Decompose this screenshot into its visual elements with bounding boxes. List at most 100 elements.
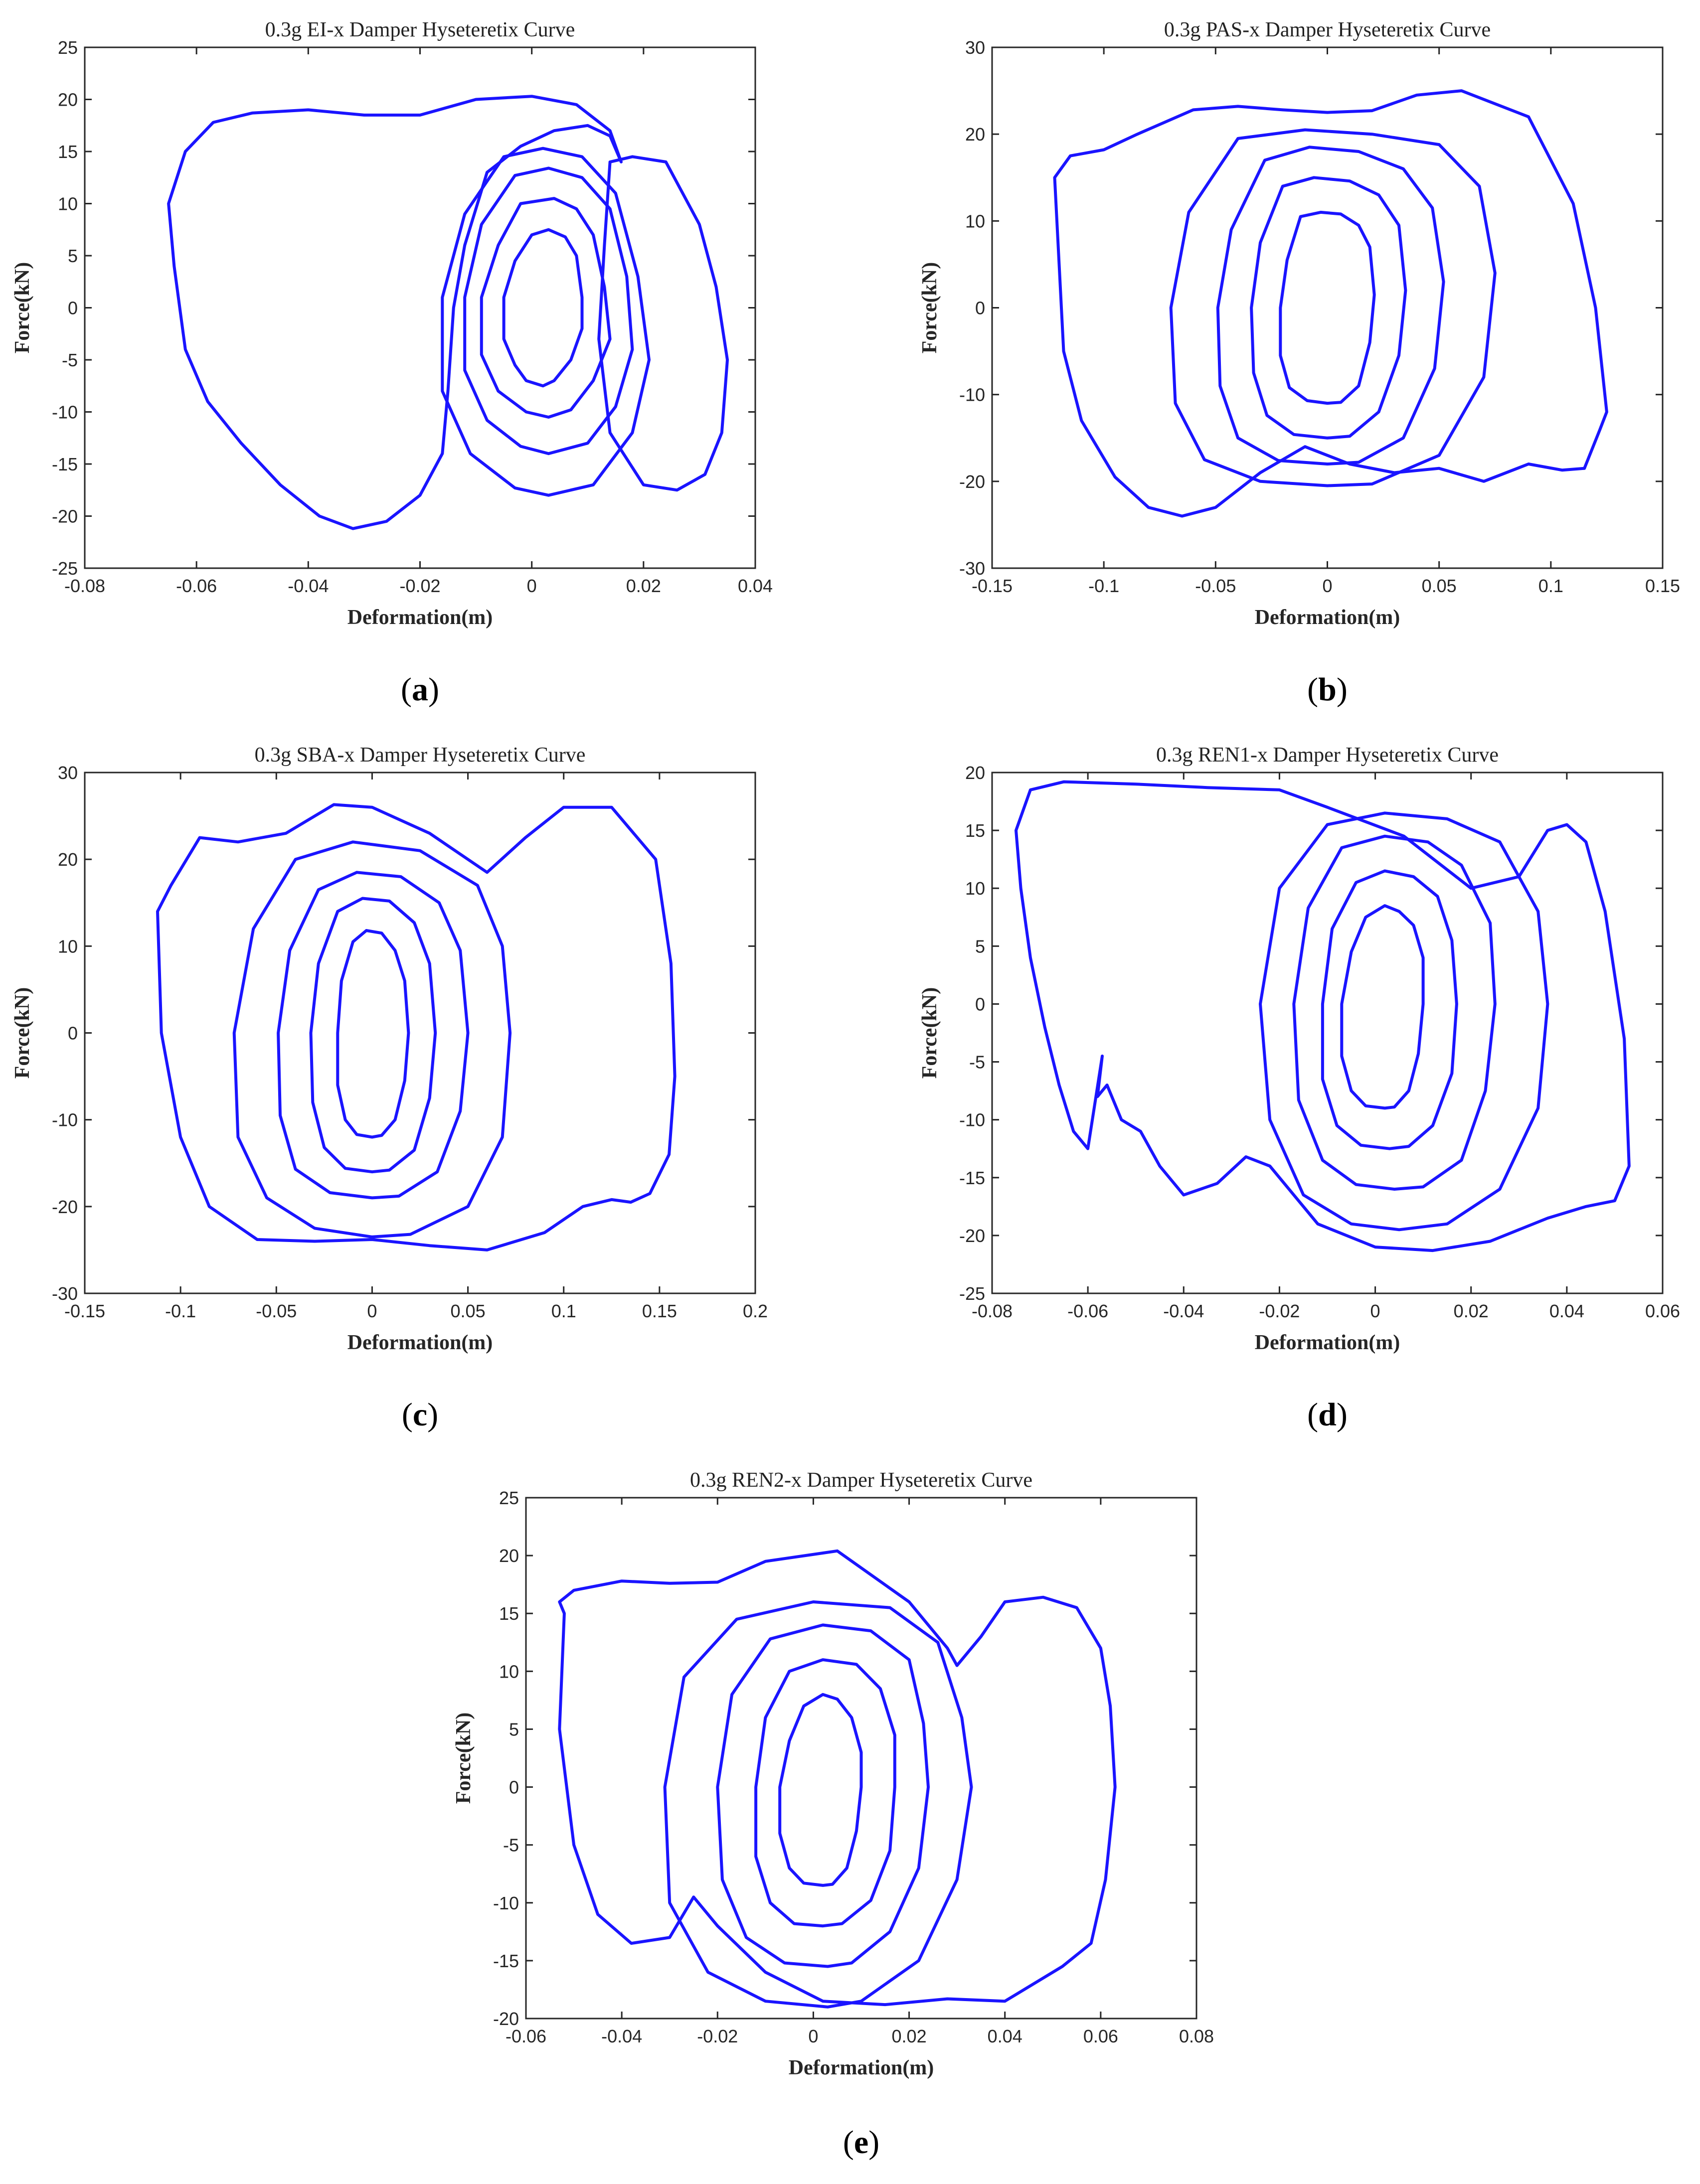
hysteresis-curve-b-5 xyxy=(1279,210,1376,405)
x-tick-label: 0.15 xyxy=(642,1301,677,1321)
x-tick-label: -0.08 xyxy=(972,1301,1013,1321)
y-tick-label: 10 xyxy=(58,936,78,956)
hysteresis-curve-a-5 xyxy=(480,197,612,419)
y-tick-label: -10 xyxy=(52,1110,78,1130)
y-tick-label: 20 xyxy=(58,849,78,870)
x-axis-label: Deformation(m) xyxy=(789,2056,934,2079)
plot-area xyxy=(84,772,756,1294)
x-tick-label: -0.06 xyxy=(506,2026,546,2046)
x-tick-label: 0.04 xyxy=(738,576,773,596)
x-tick-label: -0.04 xyxy=(288,576,329,596)
hysteresis-curve-a-6 xyxy=(502,228,584,388)
x-tick-label: 0.02 xyxy=(626,576,661,596)
hysteresis-curve-c-4 xyxy=(309,897,437,1174)
x-tick-label: 0 xyxy=(527,576,537,596)
x-tick-label: 0.04 xyxy=(1549,1301,1584,1321)
y-tick-label: 25 xyxy=(499,1488,519,1508)
hysteresis-curve-e-1 xyxy=(558,1549,1117,2007)
x-axis-label: Deformation(m) xyxy=(1255,606,1400,629)
x-tick-label: -0.02 xyxy=(399,576,440,596)
y-axis-label: Force(kN) xyxy=(918,987,941,1079)
y-tick-label: 10 xyxy=(965,211,985,231)
hysteresis-curve-d-2 xyxy=(1259,811,1549,1232)
y-tick-label: 5 xyxy=(509,1719,519,1739)
chart-panel-a: -0.08 -0.06 -0.04 -0.02 0 0.02 0.04 -25 -20 -15 -1… xyxy=(11,18,773,708)
hysteresis-curve-b-4 xyxy=(1250,176,1407,440)
y-tick-label: -30 xyxy=(52,1283,78,1304)
hysteresis-curve-c-3 xyxy=(277,871,470,1200)
y-axis-label: Force(kN) xyxy=(11,987,34,1079)
y-tick-label: 10 xyxy=(499,1661,519,1682)
hysteresis-curve-b-1 xyxy=(1053,89,1608,518)
y-tick-label: -10 xyxy=(493,1893,519,1913)
y-tick-label: 15 xyxy=(499,1603,519,1624)
hysteresis-curve-c-1 xyxy=(156,803,677,1251)
hysteresis-curve-e-5 xyxy=(778,1693,863,1887)
hysteresis-curve-d-5 xyxy=(1340,904,1425,1110)
chart-title: 0.3g REN1-x Damper Hyseteretix Curve xyxy=(1156,744,1499,767)
chart-title: 0.3g PAS-x Damper Hyseteretix Curve xyxy=(1164,18,1491,41)
y-tick-label: -10 xyxy=(52,402,78,423)
chart-panel-e: -0.06 -0.04 -0.02 0 0.02 0.04 0.06 0.08 -20 -15 -1… xyxy=(452,1469,1214,2161)
hysteresis-curve-e-4 xyxy=(754,1658,896,1928)
series-group xyxy=(1015,780,1631,1252)
chart-panel-b: -0.15 -0.1 -0.05 0 0.05 0.1 0.15 -30 -20 -10 0 10 20… xyxy=(918,18,1680,708)
y-axis-label: Force(kN) xyxy=(918,262,941,353)
y-tick-label: -25 xyxy=(959,1283,985,1304)
y-tick-label: 0 xyxy=(509,1777,519,1798)
panel-caption: (e) xyxy=(843,2124,879,2161)
y-tick-label: 0 xyxy=(68,298,78,318)
y-tick-label: 15 xyxy=(965,820,985,841)
x-tick-label: -0.04 xyxy=(1163,1301,1204,1321)
x-axis-label: Deformation(m) xyxy=(347,606,493,629)
y-tick-label: 20 xyxy=(965,124,985,145)
x-tick-label: -0.15 xyxy=(64,1301,105,1321)
y-tick-label: 20 xyxy=(499,1546,519,1566)
y-tick-label: 10 xyxy=(965,878,985,899)
y-tick-label: -20 xyxy=(959,1226,985,1246)
x-tick-label: 0.2 xyxy=(743,1301,768,1321)
y-tick-label: -25 xyxy=(52,558,78,579)
plot-area xyxy=(991,772,1664,1294)
x-tick-label: 0 xyxy=(367,1301,377,1321)
y-tick-label: -5 xyxy=(969,1052,985,1073)
hysteresis-curve-c-2 xyxy=(232,840,512,1239)
y-tick-label: 0 xyxy=(68,1023,78,1044)
x-axis-label: Deformation(m) xyxy=(347,1331,493,1354)
y-tick-label: 20 xyxy=(58,90,78,110)
x-tick-label: 0 xyxy=(1322,576,1332,596)
x-tick-label: 0 xyxy=(808,2026,818,2046)
panel-caption: (a) xyxy=(401,671,439,708)
y-tick-label: -10 xyxy=(959,1110,985,1130)
hysteresis-curve-a-4 xyxy=(463,166,634,456)
y-tick-label: 10 xyxy=(58,194,78,214)
chart-title: 0.3g SBA-x Damper Hyseteretix Curve xyxy=(255,744,586,767)
y-tick-label: -20 xyxy=(493,2009,519,2029)
x-tick-label: -0.06 xyxy=(1067,1301,1108,1321)
y-tick-label: 30 xyxy=(965,37,985,58)
hysteresis-curve-d-1 xyxy=(1015,780,1631,1252)
x-tick-label: -0.05 xyxy=(256,1301,297,1321)
y-tick-label: 20 xyxy=(965,763,985,783)
x-tick-label: 0.05 xyxy=(451,1301,486,1321)
x-tick-label: 0.02 xyxy=(892,2026,927,2046)
y-tick-label: -15 xyxy=(493,1951,519,1971)
x-tick-label: -0.02 xyxy=(697,2026,738,2046)
hysteresis-curve-a-3 xyxy=(441,147,651,497)
hysteresis-curve-e-2 xyxy=(663,1600,973,2009)
chart-title: 0.3g EI-x Damper Hyseteretix Curve xyxy=(265,18,575,41)
x-tick-label: 0.1 xyxy=(1538,576,1563,596)
x-tick-label: 0.08 xyxy=(1179,2026,1214,2046)
panel-caption: (d) xyxy=(1307,1397,1348,1433)
x-tick-label: -0.02 xyxy=(1259,1301,1300,1321)
y-tick-label: -5 xyxy=(62,350,78,370)
chart-panel-d: -0.08 -0.06 -0.04 -0.02 0 0.02 0.04 0.06 -25 -20 -… xyxy=(918,744,1680,1433)
y-tick-label: 5 xyxy=(68,246,78,266)
plot-area xyxy=(84,46,756,569)
hysteresis-curve-d-3 xyxy=(1292,834,1497,1191)
y-tick-label: -10 xyxy=(959,385,985,405)
y-tick-label: 25 xyxy=(58,37,78,58)
panel-caption: (b) xyxy=(1307,671,1348,708)
x-axis-label: Deformation(m) xyxy=(1255,1331,1400,1354)
